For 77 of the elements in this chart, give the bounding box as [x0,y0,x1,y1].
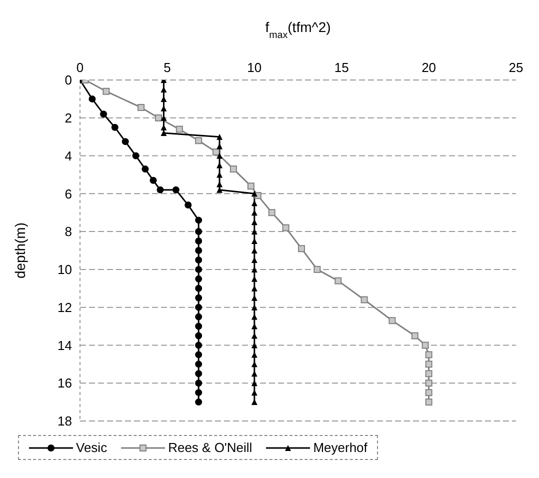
point [195,332,202,340]
point [282,224,290,232]
point [195,284,202,292]
x-tick-label: 0 [76,60,84,75]
x-tick-label: 15 [334,60,349,75]
point [195,370,202,378]
point [195,294,202,302]
point [195,304,202,311]
point [142,166,149,173]
y-tick-label: 12 [58,300,72,315]
point [195,256,202,264]
point [360,296,368,304]
point [334,277,342,284]
y-tick-label: 18 [58,414,72,429]
point [172,186,180,194]
point [388,317,396,324]
point [195,216,202,224]
point [150,176,157,184]
y-axis-title: depth(m) [12,222,28,279]
point [212,148,220,156]
x-tick-label: 25 [508,60,524,75]
point [195,275,202,282]
point [230,166,237,173]
legend-label: Meyerhof [313,440,368,455]
point [216,152,223,159]
point [425,360,432,368]
point [195,342,202,349]
y-tick-label: 16 [58,376,72,391]
point [195,380,202,387]
point [138,104,145,111]
point [247,182,254,190]
legend-label: Rees & O'Neill [168,440,252,455]
point [425,380,432,387]
point [251,190,258,197]
point [102,88,110,95]
point [195,360,202,368]
y-tick-label: 8 [64,224,72,240]
point [195,389,202,396]
x-tick-label: 20 [422,60,436,75]
point [154,114,162,122]
point [122,138,129,146]
point [425,351,432,358]
point [422,342,429,349]
point [184,202,192,209]
x-tick-label: 10 [247,60,262,75]
point [195,322,202,330]
point [195,247,202,254]
point [100,110,108,118]
point [195,238,202,245]
point [88,95,96,102]
point [195,266,202,273]
point [425,389,432,396]
point [216,134,223,140]
point [111,124,118,131]
y-tick-label: 2 [64,110,72,126]
point [195,313,202,320]
point [298,245,305,252]
legend-label: Vesic [76,440,108,455]
x-tick-label: 5 [164,60,171,75]
point [195,351,202,358]
y-tick-label: 0 [64,72,72,88]
point [195,137,202,144]
point [268,209,276,216]
y-tick-label: 14 [58,338,72,353]
point [132,152,140,160]
y-tick-label: 4 [64,148,72,164]
y-tick-label: 6 [64,186,72,202]
point [425,370,432,378]
point [314,266,321,273]
y-tick-label: 10 [58,262,72,278]
point [425,398,432,406]
point [195,398,202,406]
point [156,186,164,194]
x-axis-title: f$_{max}$(tfm^2) [265,19,331,40]
point [411,332,418,340]
point [176,126,183,133]
point [195,228,202,236]
